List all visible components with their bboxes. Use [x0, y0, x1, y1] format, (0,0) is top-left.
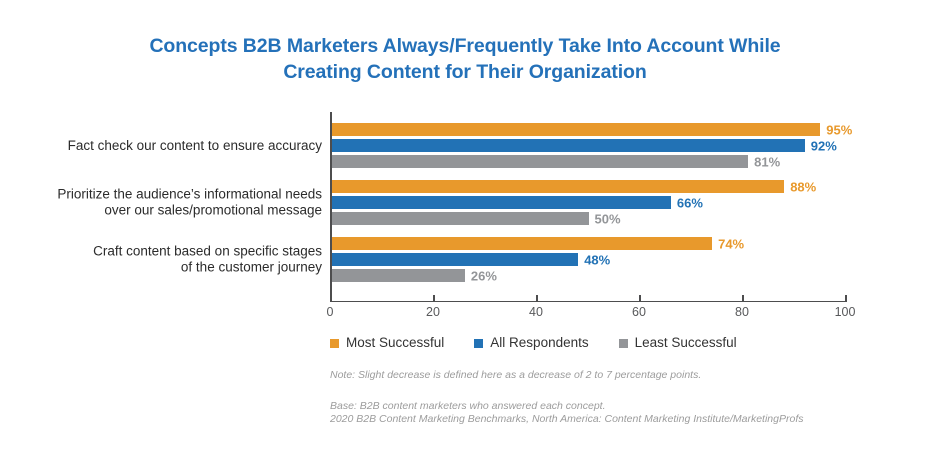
least-successful-bar: [331, 212, 589, 225]
x-axis-tick: [742, 295, 744, 301]
all-respondents-bar: [331, 139, 805, 152]
most-successful-bar: [331, 180, 785, 193]
x-axis-tick: [330, 295, 332, 301]
x-axis-line: [330, 300, 847, 302]
x-axis-tick-label: 20: [426, 305, 440, 319]
least-successful-bar: [331, 155, 749, 168]
all-respondents-bar: [331, 196, 671, 209]
x-axis-tick: [536, 295, 538, 301]
base-text: Base: B2B content marketers who answered…: [330, 399, 606, 412]
legend-label: Least Successful: [634, 335, 737, 350]
x-axis-tick-label: 100: [834, 305, 856, 319]
legend-swatch-icon: [618, 338, 628, 348]
note-text: Note: Slight decrease is defined here as…: [330, 369, 702, 381]
most-successful-value-label: 88%: [790, 179, 817, 194]
most-successful-bar: [331, 237, 713, 250]
legend-label: All Respondents: [490, 335, 589, 350]
category-label: Fact check our content to ensure accurac…: [67, 137, 322, 153]
legend-swatch-icon: [330, 338, 339, 348]
legend: Most Successful All Respondents Least Succ…: [330, 334, 737, 352]
x-axis-tick-label: 80: [735, 305, 749, 319]
chart-title-line-2: Creating Content for Their Organization: [283, 61, 647, 83]
x-axis-tick: [639, 295, 641, 301]
least-successful-value-label: 81%: [754, 154, 781, 169]
footnotes: Note: Slight decrease is defined here as…: [330, 369, 890, 427]
least-successful-value-label: 26%: [470, 268, 497, 283]
legend-item-most-successful: Most Successful: [330, 334, 444, 352]
x-axis-tick-label: 40: [529, 305, 543, 319]
least-successful-value-label: 50%: [594, 211, 621, 226]
most-successful-value-label: 95%: [826, 122, 853, 137]
most-successful-value-label: 74%: [718, 236, 745, 251]
all-respondents-value-label: 48%: [584, 252, 611, 267]
y-axis-line: [330, 112, 332, 302]
legend-label: Most Successful: [346, 335, 445, 350]
all-respondents-bar: [331, 253, 579, 266]
legend-swatch-icon: [474, 338, 484, 348]
chart-title: Concepts B2B Marketers Always/Frequently…: [0, 33, 930, 85]
x-axis-tick-label: 0: [326, 305, 334, 319]
legend-item-least-successful: Least Successful: [618, 334, 737, 352]
most-successful-bar: [331, 123, 821, 136]
all-respondents-value-label: 66%: [676, 195, 703, 210]
x-axis-tick: [845, 295, 847, 301]
category-label: Craft content based on specific stages of…: [93, 243, 322, 275]
all-respondents-value-label: 92%: [810, 138, 837, 153]
category-label: Prioritize the audience’s informational …: [57, 186, 322, 218]
chart-title-line-1: Concepts B2B Marketers Always/Frequently…: [149, 35, 781, 57]
legend-item-all-respondents: All Respondents: [474, 334, 589, 352]
x-axis-tick-label: 60: [632, 305, 646, 319]
x-axis-tick: [433, 295, 435, 301]
source-text: 2020 B2B Content Marketing Benchmarks, N…: [330, 413, 804, 425]
least-successful-bar: [331, 269, 465, 282]
